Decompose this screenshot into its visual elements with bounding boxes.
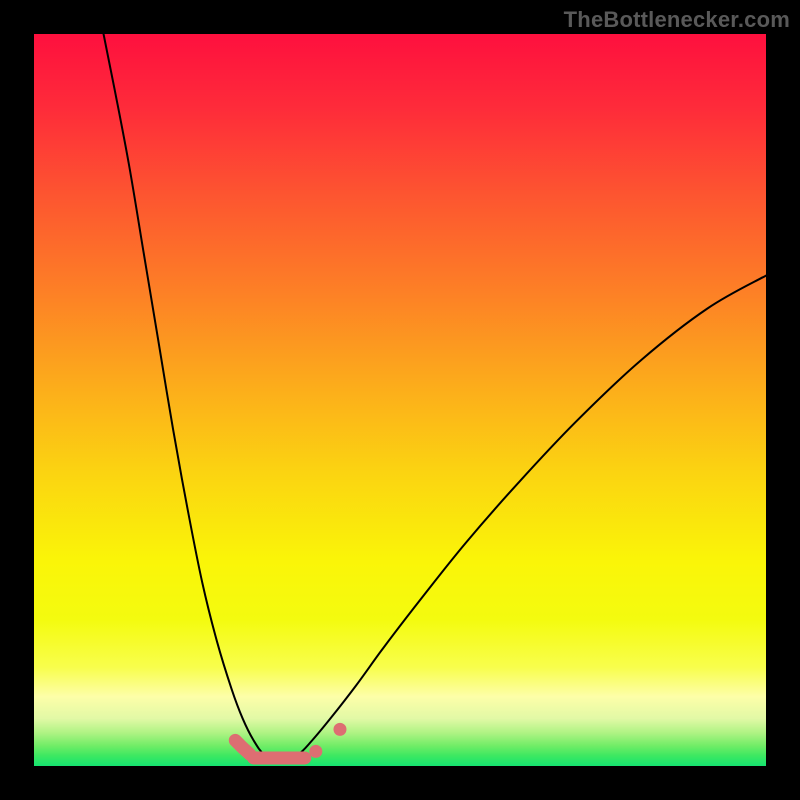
chart-svg [34,34,766,766]
plot-area [34,34,766,766]
bottom-marker-group [235,723,346,758]
left-descent-band [235,740,250,754]
marker-dot [333,723,346,736]
bottleneck-curve [104,34,766,762]
watermark-text: TheBottlenecker.com [564,7,790,33]
marker-dot [309,745,322,758]
